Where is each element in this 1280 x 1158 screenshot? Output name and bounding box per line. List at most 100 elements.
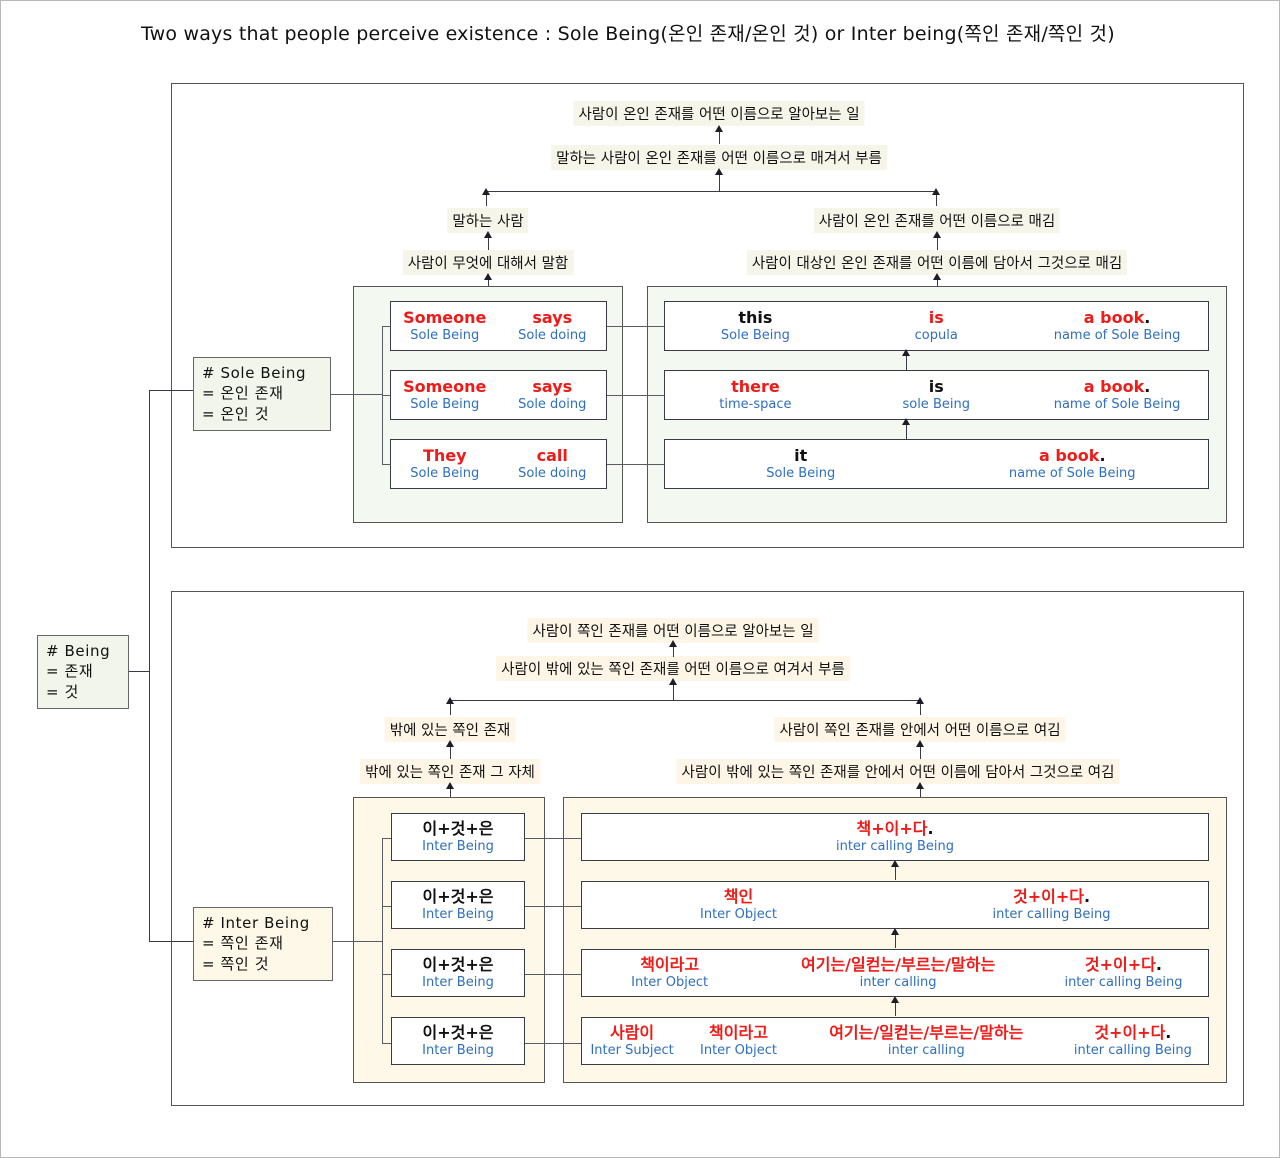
word: a book. — [1038, 445, 1106, 465]
inter-left-bottom-shaft — [450, 785, 451, 797]
inter-link-3 — [525, 974, 583, 975]
inter-root-to-group — [333, 941, 383, 942]
sole-left-arrow-head — [484, 231, 492, 238]
sole-label-1: # Sole Being — [202, 364, 307, 382]
sole-label-left2: 사람이 무엇에 대해서 말함 — [402, 250, 574, 275]
inter-stub-3 — [382, 974, 391, 975]
word: 책이라고 — [640, 954, 700, 974]
gloss: inter calling — [859, 974, 937, 990]
gloss: name of Sole Being — [1053, 327, 1181, 343]
inter-label-top1: 사람이 쪽인 존재를 어떤 이름으로 알아보는 일 — [527, 618, 819, 643]
sole-stub-3 — [382, 464, 391, 465]
sole-right-arrow-23-shaft — [906, 420, 907, 439]
sole-right-arrow-12-head — [902, 349, 910, 356]
gloss: name of Sole Being — [1053, 396, 1181, 412]
word: 것+이+다. — [1094, 1022, 1172, 1042]
inter-right-arrow-shaft — [920, 743, 921, 759]
inter-right-bottom-head — [916, 782, 924, 789]
sole-split-right-shaft — [936, 191, 937, 206]
inter-left-arrow-shaft — [450, 743, 451, 759]
inter-left-box-2[interactable]: 이+것+은 Inter Being — [391, 881, 525, 929]
sole-arrow-top2-head — [715, 168, 723, 175]
sole-left-arrow-shaft — [488, 234, 489, 250]
inter-right-sentence-4[interactable]: 사람이 Inter Subject 책이라고 Inter Object 여기는/… — [581, 1017, 1209, 1065]
inter-being-root-box[interactable]: # Inter Being = 쪽인 존재 = 쪽인 것 — [193, 907, 333, 981]
sole-right-sentence-1[interactable]: this Sole Being is copula a book. name o… — [664, 301, 1209, 351]
sole-label-right1: 사람이 온인 존재를 어떤 이름으로 매김 — [813, 208, 1061, 233]
sole-link-1 — [607, 326, 665, 327]
gloss: time-space — [719, 396, 792, 412]
being-root-trunk — [149, 390, 150, 942]
inter-left-box-3[interactable]: 이+것+은 Inter Being — [391, 949, 525, 997]
inter-link-2 — [525, 906, 583, 907]
inter-arrow-top1-head — [669, 640, 677, 647]
word: Someone — [403, 307, 487, 327]
inter-label-right2: 사람이 밖에 있는 쪽인 존재를 안에서 어떤 이름에 담아서 그것으로 여김 — [676, 759, 1120, 784]
gloss: Sole doing — [518, 465, 587, 481]
inter-left-box-4[interactable]: 이+것+은 Inter Being — [391, 1017, 525, 1065]
inter-right-sentence-2[interactable]: 책인 Inter Object 것+이+다. inter calling Bei… — [581, 881, 1209, 929]
inter-label-right1: 사람이 쪽인 존재를 안에서 어떤 이름으로 여김 — [774, 717, 1066, 742]
word: 책+이+다. — [856, 818, 934, 838]
sole-being-root-box[interactable]: # Sole Being = 온인 존재 = 온인 것 — [193, 357, 331, 431]
gloss: sole Being — [902, 396, 970, 412]
inter-right-arrow-34-shaft — [895, 998, 896, 1016]
sole-left-sentence-2[interactable]: Someone Sole Being says Sole doing — [390, 370, 607, 420]
sole-left-bottom-shaft — [488, 276, 489, 290]
gloss: inter calling Being — [835, 838, 954, 854]
sole-right-sentence-2[interactable]: there time-space is sole Being a book. n… — [664, 370, 1209, 420]
gloss: Sole Being — [410, 465, 480, 481]
inter-right-sentence-3[interactable]: 책이라고 Inter Object 여기는/일컫는/부르는/말하는 inter … — [581, 949, 1209, 997]
sole-link-2 — [607, 395, 665, 396]
gloss: Sole Being — [720, 327, 790, 343]
branch-to-inter — [149, 941, 193, 942]
inter-left-arrow-head — [446, 740, 454, 747]
inter-arrow-top2-head — [669, 678, 677, 685]
sole-split-bar — [486, 191, 936, 192]
word: is — [928, 376, 944, 396]
sole-split-left-head — [482, 188, 490, 195]
inter-right-arrow-23-head — [891, 928, 899, 935]
sole-label-left1: 말하는 사람 — [447, 208, 529, 233]
gloss: Sole doing — [518, 327, 587, 343]
word: says — [532, 376, 573, 396]
sole-right-arrow-shaft — [937, 234, 938, 250]
inter-split-bar — [450, 700, 920, 701]
gloss: name of Sole Being — [1008, 465, 1136, 481]
sole-root-to-group — [331, 394, 383, 395]
gloss: inter calling Being — [992, 906, 1111, 922]
word: 책인 — [723, 886, 754, 906]
word: 것+이+다. — [1084, 954, 1162, 974]
word: 책이라고 — [709, 1022, 768, 1042]
sole-left-sentence-1[interactable]: Someone Sole Being says Sole doing — [390, 301, 607, 351]
sole-right-sentence-3[interactable]: it Sole Being a book. name of Sole Being — [664, 439, 1209, 489]
word: is — [928, 307, 944, 327]
gloss: inter calling Being — [1064, 974, 1183, 990]
sole-right-arrow-23-head — [902, 418, 910, 425]
gloss: Sole Being — [766, 465, 836, 481]
word: 이+것+은 — [422, 1022, 494, 1042]
sole-right-bottom-head — [933, 273, 941, 280]
inter-left-box-1[interactable]: 이+것+은 Inter Being — [391, 813, 525, 861]
sole-right-arrow-head — [933, 231, 941, 238]
word: says — [532, 307, 573, 327]
word: this — [738, 307, 773, 327]
sole-left-sentence-3[interactable]: They Sole Being call Sole doing — [390, 439, 607, 489]
inter-split-right-shaft — [920, 700, 921, 715]
sole-stub-2 — [382, 395, 391, 396]
sole-arrow-top2-shaft — [719, 171, 720, 191]
inter-stub-4 — [382, 1043, 391, 1044]
sole-label-3: = 온인 것 — [202, 404, 270, 423]
word: 여기는/일컫는/부르는/말하는 — [801, 954, 996, 974]
inter-right-sentence-1[interactable]: 책+이+다. inter calling Being — [581, 813, 1209, 861]
gloss: Inter Being — [422, 838, 494, 854]
word: it — [794, 445, 808, 465]
word: Someone — [403, 376, 487, 396]
inter-right-arrow-12-shaft — [895, 862, 896, 880]
being-root-stub — [129, 671, 150, 672]
gloss: Sole Being — [410, 396, 480, 412]
inter-stub-1 — [382, 838, 391, 839]
inter-split-left-shaft — [450, 700, 451, 715]
being-root-box[interactable]: # Being = 존재 = 것 — [37, 635, 129, 709]
inter-right-arrow-34-head — [891, 996, 899, 1003]
